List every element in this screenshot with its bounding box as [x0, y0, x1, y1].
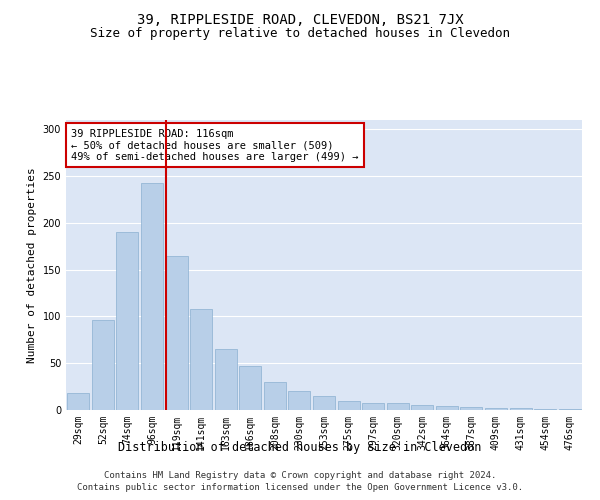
Bar: [386, 404, 409, 410]
Bar: [190, 309, 212, 410]
Bar: [485, 408, 507, 410]
Text: Contains public sector information licensed under the Open Government Licence v3: Contains public sector information licen…: [77, 484, 523, 492]
Bar: [559, 409, 581, 410]
Text: 39 RIPPLESIDE ROAD: 116sqm
← 50% of detached houses are smaller (509)
49% of sem: 39 RIPPLESIDE ROAD: 116sqm ← 50% of deta…: [71, 128, 359, 162]
Bar: [411, 406, 433, 410]
Bar: [141, 182, 163, 410]
Bar: [67, 393, 89, 410]
Text: Size of property relative to detached houses in Clevedon: Size of property relative to detached ho…: [90, 28, 510, 40]
Bar: [116, 232, 139, 410]
Bar: [289, 392, 310, 410]
Bar: [264, 382, 286, 410]
Text: Distribution of detached houses by size in Clevedon: Distribution of detached houses by size …: [118, 441, 482, 454]
Bar: [92, 320, 114, 410]
Bar: [338, 400, 359, 410]
Bar: [436, 406, 458, 410]
Bar: [460, 407, 482, 410]
Bar: [215, 349, 237, 410]
Bar: [362, 402, 384, 410]
Bar: [166, 256, 188, 410]
Text: Contains HM Land Registry data © Crown copyright and database right 2024.: Contains HM Land Registry data © Crown c…: [104, 471, 496, 480]
Bar: [239, 366, 262, 410]
Y-axis label: Number of detached properties: Number of detached properties: [27, 167, 37, 363]
Bar: [534, 409, 556, 410]
Bar: [313, 396, 335, 410]
Text: 39, RIPPLESIDE ROAD, CLEVEDON, BS21 7JX: 39, RIPPLESIDE ROAD, CLEVEDON, BS21 7JX: [137, 12, 463, 26]
Bar: [509, 408, 532, 410]
